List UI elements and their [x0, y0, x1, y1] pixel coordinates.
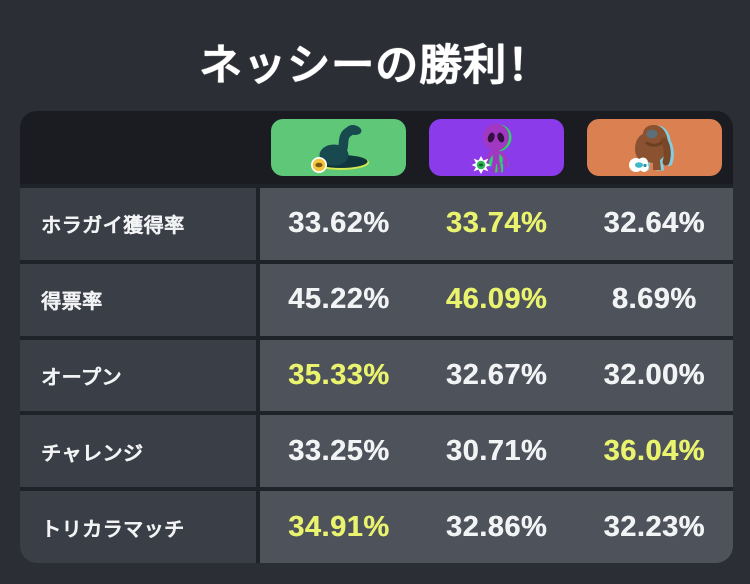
value-cell: 33.25%: [260, 415, 418, 488]
team-badge-nessie: [271, 119, 407, 176]
row-label: トリカラマッチ: [20, 491, 260, 563]
table-row: オープン 35.33% 32.67% 32.00%: [20, 339, 733, 412]
value-cell: 32.00%: [575, 339, 733, 412]
value-cell: 45.22%: [260, 263, 418, 336]
alien-icon: [471, 124, 512, 174]
value-cell: 32.64%: [575, 188, 733, 260]
row-label: オープン: [20, 339, 260, 412]
row-label: チャレンジ: [20, 415, 260, 488]
table-row: トリカラマッチ 34.91% 32.86% 32.23%: [20, 491, 733, 563]
value-cell: 46.09%: [417, 263, 576, 336]
row-label: 得票率: [20, 263, 260, 336]
bigfoot-icon: [628, 125, 674, 172]
table-row: ホラガイ獲得率 33.62% 33.74% 32.64%: [20, 188, 733, 260]
page-title: ネッシーの勝利！: [199, 42, 551, 90]
table-row: 得票率 45.22% 46.09% 8.69%: [20, 263, 733, 336]
value-cell: 36.04%: [575, 415, 733, 488]
value-cell: 33.74%: [417, 188, 576, 260]
value-cell: 32.67%: [417, 339, 576, 412]
table-row: チャレンジ 33.25% 30.71% 36.04%: [20, 415, 733, 488]
team-badge-alien: [428, 119, 564, 176]
value-cell: 32.86%: [417, 491, 576, 563]
value-cell: 34.91%: [260, 491, 418, 563]
results-table-header: [20, 111, 733, 184]
value-cell: 35.33%: [260, 339, 418, 412]
value-cell: 30.71%: [417, 415, 576, 488]
value-cell: 33.62%: [260, 188, 418, 260]
row-label: ホラガイ獲得率: [20, 188, 260, 260]
value-cell: 8.69%: [575, 263, 733, 336]
results-table: ホラガイ獲得率 33.62% 33.74% 32.64% 得票率 45.22% …: [20, 111, 733, 563]
value-cell: 32.23%: [575, 491, 733, 563]
team-badge-bigfoot: [586, 119, 722, 176]
nessie-icon: [311, 125, 370, 173]
